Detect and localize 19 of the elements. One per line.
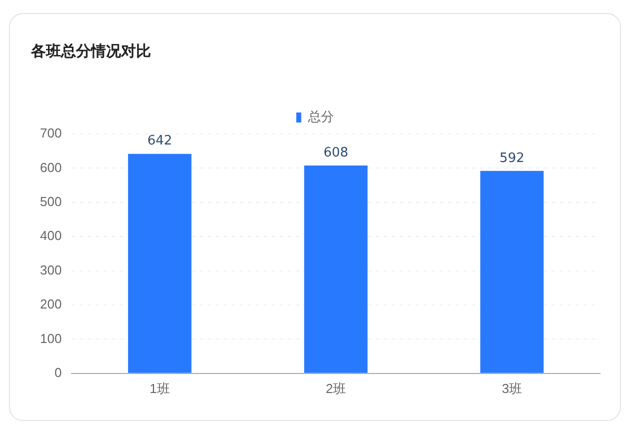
x-tick-label: 1班 (150, 380, 170, 396)
legend-label: 总分 (306, 110, 334, 125)
y-tick-label: 200 (40, 296, 62, 312)
y-tick-label: 700 (40, 126, 62, 141)
y-tick-label: 300 (40, 262, 62, 278)
bar (304, 165, 368, 373)
bar (480, 170, 544, 373)
y-tick-label: 0 (54, 364, 62, 380)
data-label: 642 (147, 134, 172, 149)
bar (128, 154, 192, 373)
y-tick-label: 400 (40, 228, 62, 244)
x-tick-label: 2班 (326, 380, 346, 396)
y-tick-label: 100 (40, 330, 62, 346)
data-label: 592 (500, 150, 524, 166)
chart-title: 各班总分情况对比 (31, 42, 151, 61)
data-label: 608 (323, 145, 348, 160)
y-tick-label: 500 (40, 194, 62, 209)
x-tick-label: 3班 (502, 380, 522, 396)
y-tick-label: 600 (40, 160, 62, 175)
